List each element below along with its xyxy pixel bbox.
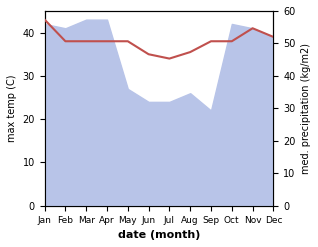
X-axis label: date (month): date (month) — [118, 230, 200, 240]
Y-axis label: max temp (C): max temp (C) — [7, 75, 17, 142]
Y-axis label: med. precipitation (kg/m2): med. precipitation (kg/m2) — [301, 43, 311, 174]
